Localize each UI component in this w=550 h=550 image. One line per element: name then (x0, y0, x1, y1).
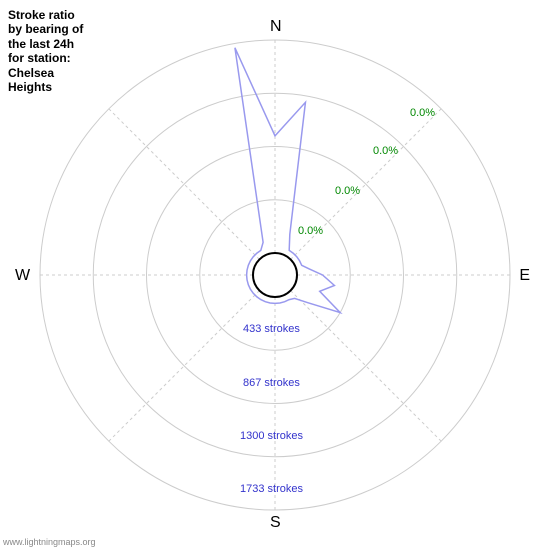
cardinal-n: N (270, 18, 282, 36)
ring-label-strokes-1: 433 strokes (243, 323, 300, 335)
chart-title: Stroke ratio by bearing of the last 24h … (8, 8, 83, 94)
credit-text: www.lightningmaps.org (3, 537, 96, 547)
ring-label-strokes-4: 1733 strokes (240, 483, 303, 495)
cardinal-s: S (270, 514, 281, 532)
ring-label-strokes-3: 1300 strokes (240, 430, 303, 442)
ring-label-percent-1: 0.0% (298, 225, 323, 237)
ring-label-percent-4: 0.0% (410, 107, 435, 119)
ring-label-strokes-2: 867 strokes (243, 377, 300, 389)
cardinal-w: W (15, 267, 30, 285)
ring-label-percent-3: 0.0% (373, 145, 398, 157)
ring-label-percent-2: 0.0% (335, 185, 360, 197)
cardinal-e: E (519, 267, 530, 285)
